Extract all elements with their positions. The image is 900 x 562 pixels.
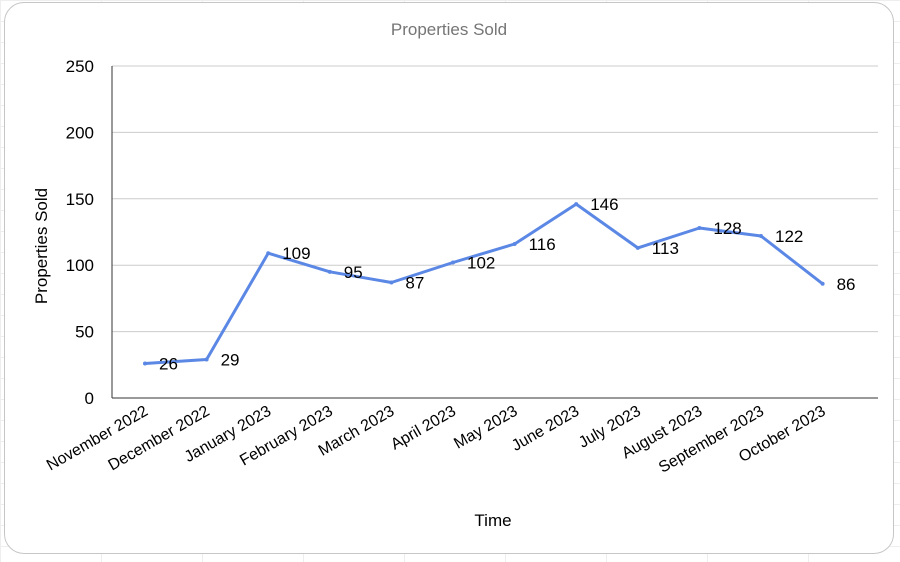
y-tick-label: 250 xyxy=(66,57,94,76)
data-point[interactable] xyxy=(327,269,332,274)
data-point[interactable] xyxy=(204,357,209,362)
data-point[interactable] xyxy=(451,260,455,265)
data-point[interactable] xyxy=(820,281,825,286)
data-label: 87 xyxy=(405,273,424,292)
y-axis-label: Properties Sold xyxy=(32,188,51,304)
x-tick-label: April 2023 xyxy=(388,403,459,454)
data-point[interactable] xyxy=(759,233,763,238)
x-tick-label: May 2023 xyxy=(451,403,520,453)
data-point[interactable] xyxy=(635,245,640,250)
data-label: 102 xyxy=(467,254,495,273)
data-point[interactable] xyxy=(266,251,271,256)
x-axis-label: Time xyxy=(474,511,511,530)
x-tick-label: November 2022 xyxy=(44,403,151,475)
data-label: 146 xyxy=(590,195,618,214)
x-tick-label: September 2023 xyxy=(656,403,767,477)
series-line[interactable] xyxy=(143,202,825,365)
data-label: 109 xyxy=(282,244,310,263)
data-label: 113 xyxy=(652,239,679,258)
data-point[interactable] xyxy=(697,226,702,231)
x-tick-label: June 2023 xyxy=(509,403,582,455)
data-label: 26 xyxy=(159,354,178,373)
data-point[interactable] xyxy=(574,202,579,207)
data-label: 128 xyxy=(713,219,741,238)
y-tick-label: 50 xyxy=(75,323,94,342)
data-label: 86 xyxy=(837,275,856,294)
data-label: 122 xyxy=(775,227,803,246)
y-tick-label: 100 xyxy=(66,256,94,275)
chart-card[interactable] xyxy=(4,2,894,554)
y-tick-label: 0 xyxy=(85,389,94,408)
data-point[interactable] xyxy=(389,280,394,285)
chart-title: Properties Sold xyxy=(391,20,507,39)
y-tick-label: 200 xyxy=(66,123,94,142)
data-label: 116 xyxy=(529,235,556,254)
data-label: 95 xyxy=(344,263,363,282)
x-tick-label: December 2022 xyxy=(106,403,213,475)
data-point[interactable] xyxy=(512,241,517,246)
y-tick-label: 150 xyxy=(66,190,94,209)
data-point[interactable] xyxy=(143,361,147,366)
data-label: 29 xyxy=(221,350,240,369)
